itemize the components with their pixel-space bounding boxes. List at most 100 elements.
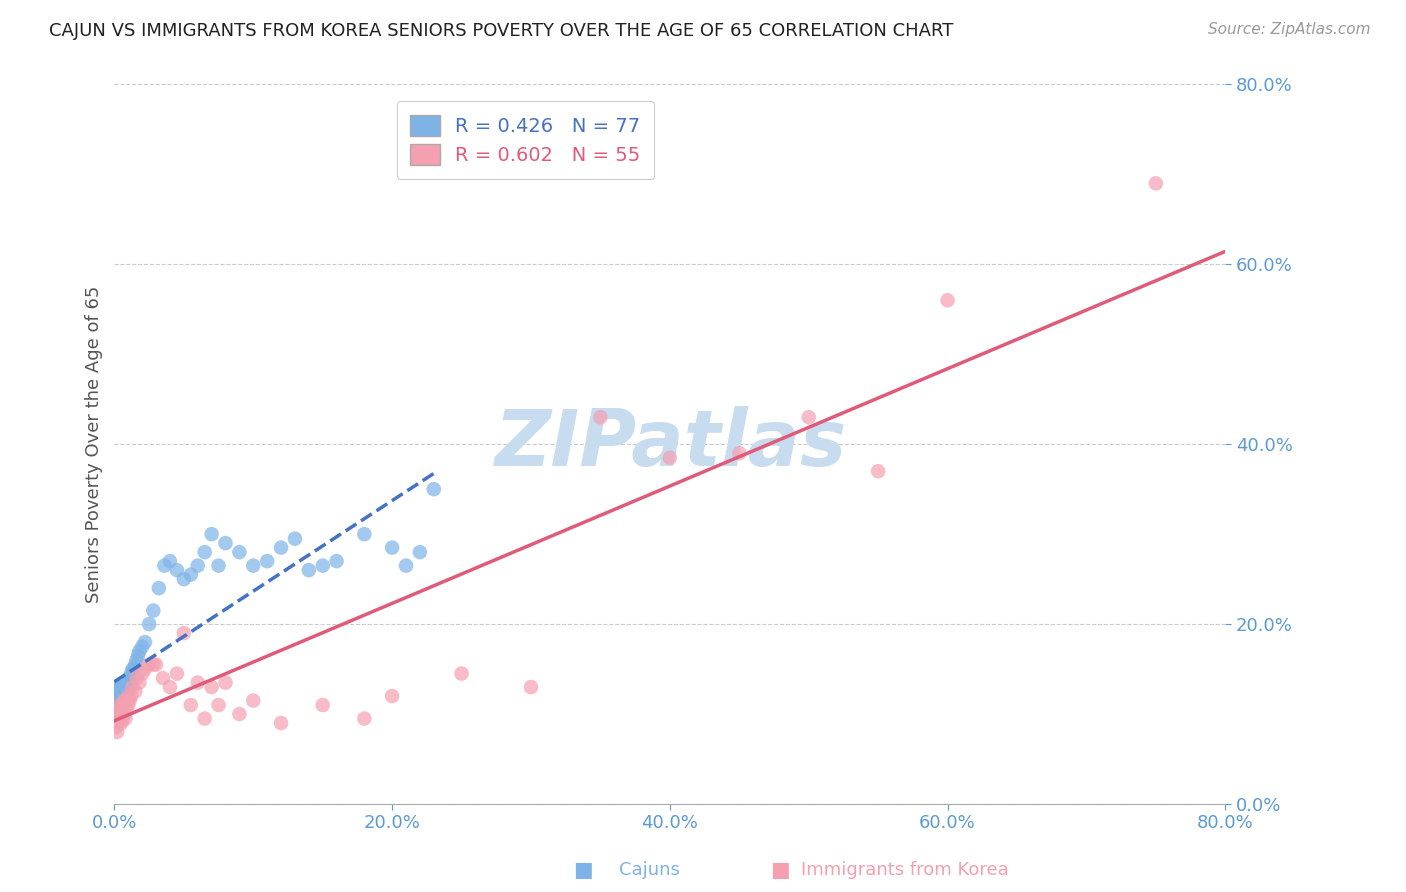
Point	[114, 712, 136, 726]
Text: ■: ■	[770, 860, 790, 880]
Point	[114, 693, 136, 707]
Point	[108, 693, 131, 707]
Point	[105, 725, 128, 739]
Point	[409, 545, 432, 559]
Point	[118, 693, 141, 707]
Point	[108, 698, 131, 712]
Point	[104, 693, 127, 707]
Point	[166, 666, 188, 681]
Point	[312, 558, 335, 573]
Point	[105, 680, 128, 694]
Point	[110, 689, 132, 703]
Point	[121, 680, 143, 694]
Text: Source: ZipAtlas.com: Source: ZipAtlas.com	[1208, 22, 1371, 37]
Point	[107, 693, 129, 707]
Point	[115, 689, 138, 703]
Point	[125, 653, 148, 667]
Point	[423, 482, 446, 496]
Point	[117, 689, 139, 703]
Point	[105, 698, 128, 712]
Point	[107, 684, 129, 698]
Point	[134, 662, 156, 676]
Point	[201, 680, 224, 694]
Point	[105, 702, 128, 716]
Point	[207, 558, 229, 573]
Point	[120, 689, 142, 703]
Point	[124, 684, 146, 698]
Point	[256, 554, 278, 568]
Point	[207, 698, 229, 712]
Point	[159, 680, 181, 694]
Point	[148, 581, 170, 595]
Point	[112, 693, 135, 707]
Point	[110, 693, 132, 707]
Point	[120, 675, 142, 690]
Point	[104, 721, 127, 735]
Point	[242, 693, 264, 707]
Point	[112, 689, 135, 703]
Point	[187, 675, 209, 690]
Point	[112, 680, 135, 694]
Point	[108, 706, 131, 721]
Point	[114, 689, 136, 703]
Point	[108, 698, 131, 712]
Point	[298, 563, 321, 577]
Point	[107, 698, 129, 712]
Point	[107, 680, 129, 694]
Point	[312, 698, 335, 712]
Point	[325, 554, 347, 568]
Point	[353, 712, 375, 726]
Point	[108, 689, 131, 703]
Point	[152, 671, 174, 685]
Point	[117, 698, 139, 712]
Point	[117, 675, 139, 690]
Point	[228, 706, 250, 721]
Point	[589, 410, 612, 425]
Point	[134, 635, 156, 649]
Text: CAJUN VS IMMIGRANTS FROM KOREA SENIORS POVERTY OVER THE AGE OF 65 CORRELATION CH: CAJUN VS IMMIGRANTS FROM KOREA SENIORS P…	[49, 22, 953, 40]
Point	[105, 689, 128, 703]
Point	[111, 693, 134, 707]
Point	[125, 671, 148, 685]
Point	[131, 640, 153, 654]
Point	[159, 554, 181, 568]
Legend: R = 0.426   N = 77, R = 0.602   N = 55: R = 0.426 N = 77, R = 0.602 N = 55	[396, 102, 654, 178]
Point	[131, 666, 153, 681]
Y-axis label: Seniors Poverty Over the Age of 65: Seniors Poverty Over the Age of 65	[86, 285, 103, 603]
Text: ■: ■	[574, 860, 593, 880]
Point	[138, 657, 160, 672]
Point	[114, 680, 136, 694]
Point	[104, 680, 127, 694]
Text: Cajuns: Cajuns	[619, 861, 679, 879]
Point	[112, 693, 135, 707]
Point	[658, 450, 681, 465]
Point	[110, 684, 132, 698]
Point	[112, 684, 135, 698]
Point	[121, 662, 143, 676]
Point	[107, 716, 129, 731]
Point	[180, 698, 202, 712]
Point	[111, 712, 134, 726]
Point	[353, 527, 375, 541]
Point	[108, 680, 131, 694]
Point	[284, 532, 307, 546]
Point	[112, 706, 135, 721]
Point	[214, 675, 236, 690]
Point	[118, 680, 141, 694]
Point	[1144, 177, 1167, 191]
Point	[153, 558, 176, 573]
Point	[173, 572, 195, 586]
Point	[122, 662, 145, 676]
Point	[111, 689, 134, 703]
Point	[110, 698, 132, 712]
Point	[797, 410, 820, 425]
Point	[450, 666, 472, 681]
Point	[127, 648, 149, 663]
Point	[104, 689, 127, 703]
Point	[104, 712, 127, 726]
Point	[194, 545, 217, 559]
Point	[201, 527, 224, 541]
Point	[173, 626, 195, 640]
Text: ZIPatlas: ZIPatlas	[494, 406, 846, 483]
Point	[194, 712, 217, 726]
